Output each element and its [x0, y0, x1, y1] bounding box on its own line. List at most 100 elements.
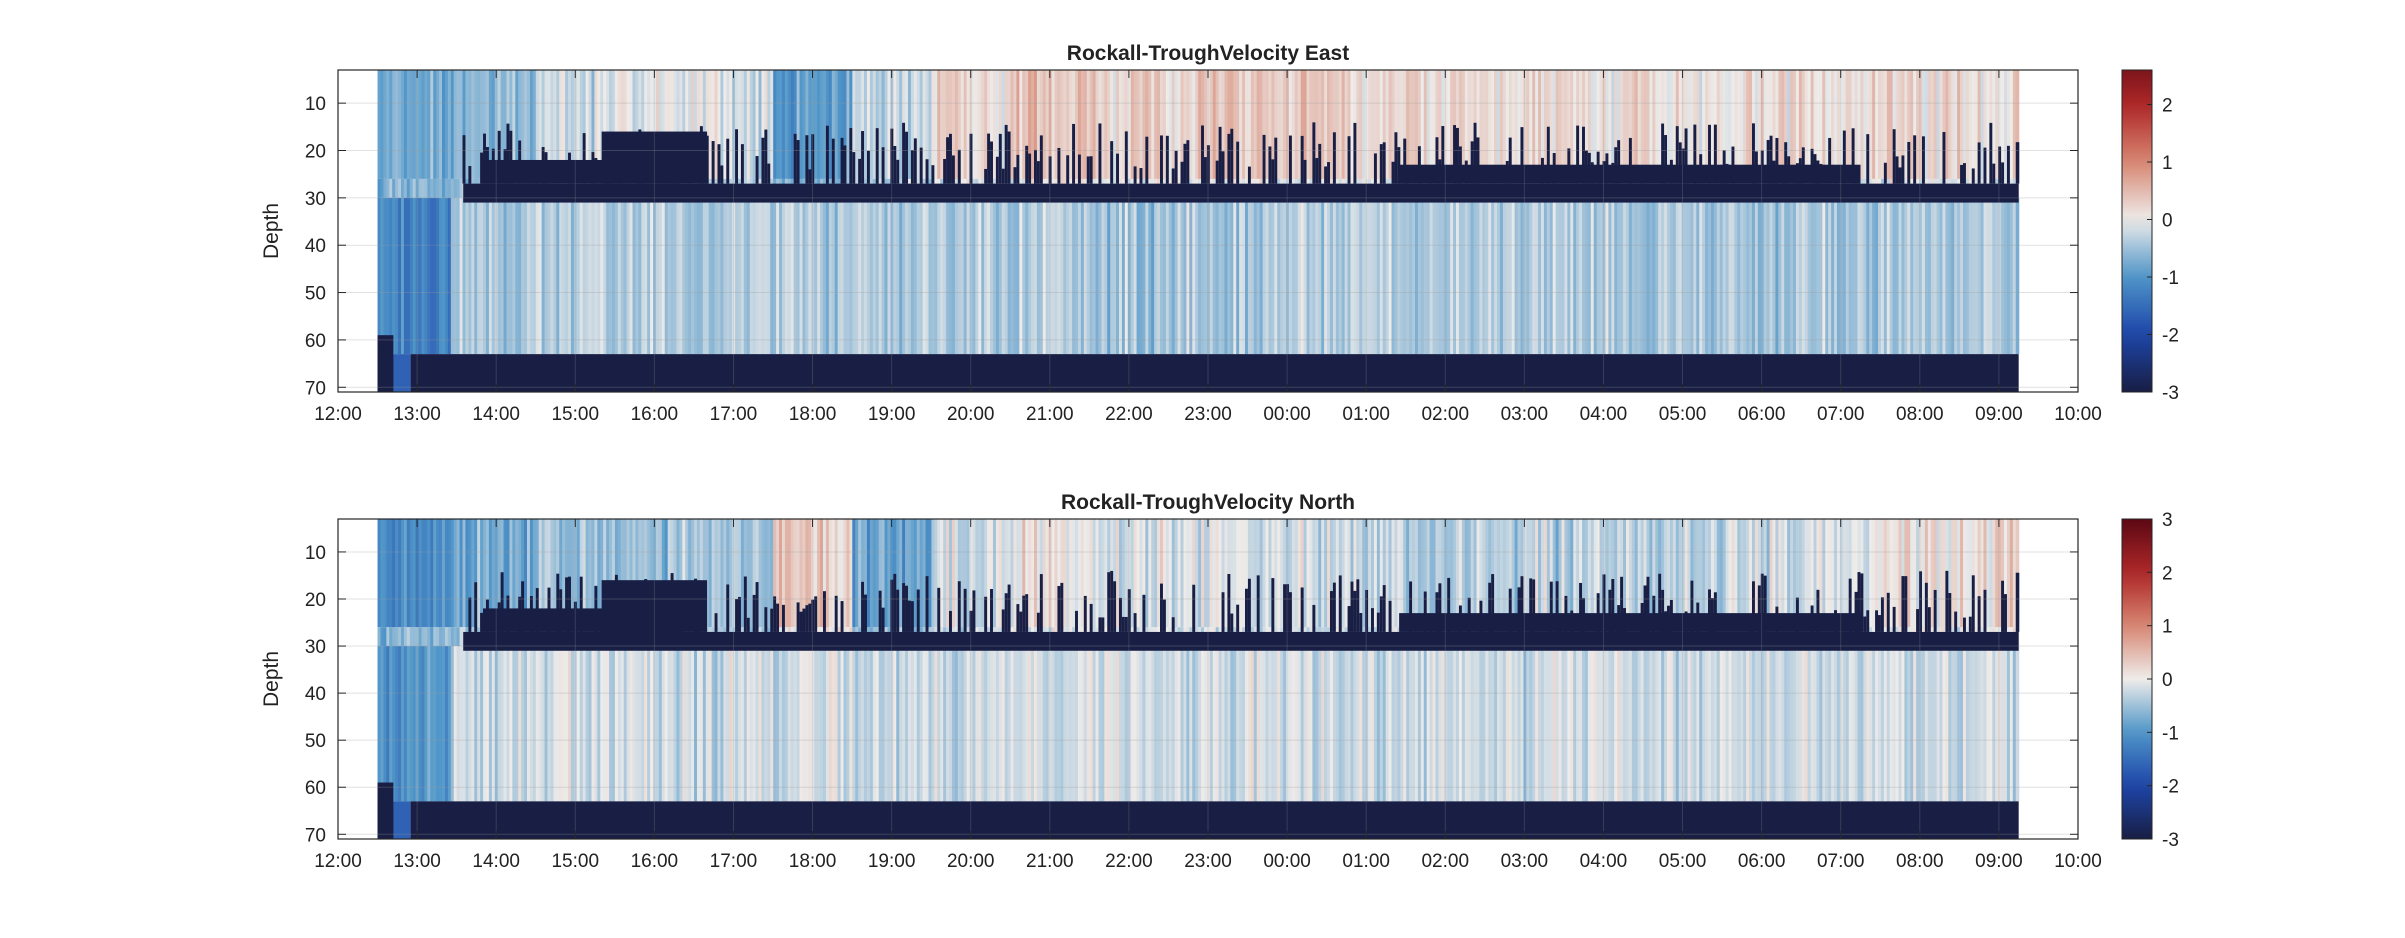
masked-block: [601, 580, 708, 632]
x-tick-label: 07:00: [1817, 404, 1865, 425]
heatmap-cells: [377, 70, 2020, 392]
y-tick-label: 30: [305, 189, 326, 210]
x-tick-label: 08:00: [1896, 404, 1944, 425]
x-tick-label: 14:00: [472, 851, 520, 872]
y-tick-label: 40: [305, 684, 326, 705]
x-tick-label: 02:00: [1421, 851, 1469, 872]
colorbar-tick-label: 1: [2162, 617, 2173, 638]
x-tick-label: 15:00: [551, 851, 599, 872]
colorbar-tick-label: -2: [2162, 777, 2179, 798]
x-tick-label: 06:00: [1738, 851, 1786, 872]
y-tick-label: 10: [305, 94, 326, 115]
x-tick-label: 22:00: [1105, 851, 1153, 872]
masked-bottom-early: [377, 335, 394, 392]
masked-bottom: [410, 801, 2019, 839]
colorbar: -3 -2 -1 0 1 2 3: [2121, 510, 2179, 851]
y-tick-label: 60: [305, 331, 326, 352]
masked-block: [601, 131, 708, 184]
y-tick-label: 10: [305, 543, 326, 564]
chart-title: Rockall-TroughVelocity North: [1061, 491, 1355, 514]
x-tick-label: 17:00: [710, 404, 758, 425]
colorbar-tick-label: -3: [2162, 830, 2179, 851]
masked-band: [463, 631, 2019, 651]
y-tick-label: 20: [305, 590, 326, 611]
x-axis: 12:00 13:00 14:00 15:00 16:00 17:00 18:00 19:00…: [314, 519, 2102, 872]
x-tick-label: 16:00: [631, 404, 679, 425]
x-tick-label: 18:00: [789, 404, 837, 425]
masked-band: [463, 183, 2019, 203]
x-tick-label: 20:00: [947, 851, 995, 872]
chart-title: Rockall-TroughVelocity East: [1067, 42, 1349, 65]
x-tick-label: 09:00: [1975, 851, 2023, 872]
x-tick-label: 04:00: [1580, 404, 1628, 425]
x-tick-label: 03:00: [1501, 851, 1549, 872]
colorbar-tick-label: 1: [2162, 153, 2173, 174]
x-tick-label: 00:00: [1263, 851, 1311, 872]
colorbar-tick-label: 0: [2162, 211, 2173, 232]
x-tick-label: 12:00: [314, 404, 362, 425]
x-tick-label: 19:00: [868, 404, 916, 425]
colorbar-tick-label: 0: [2162, 670, 2173, 691]
x-tick-label: 07:00: [1817, 851, 1865, 872]
x-tick-label: 03:00: [1501, 404, 1549, 425]
x-tick-label: 06:00: [1738, 404, 1786, 425]
x-tick-label: 14:00: [472, 404, 520, 425]
masked-block: [1399, 164, 1861, 184]
colorbar-tick-label: 2: [2162, 563, 2173, 584]
x-tick-label: 23:00: [1184, 851, 1232, 872]
x-axis: 12:00 13:00 14:00 15:00 16:00 17:00 18:00 19:00…: [314, 70, 2102, 425]
y-tick-label: 70: [305, 378, 326, 399]
x-tick-label: 01:00: [1342, 851, 1390, 872]
x-tick-label: 09:00: [1975, 404, 2023, 425]
masked-bottom-early: [377, 782, 394, 839]
y-tick-label: 40: [305, 236, 326, 257]
y-axis: 10 20 30 40 50 60 70: [305, 543, 2078, 846]
y-tick-label: 60: [305, 778, 326, 799]
y-tick-label: 30: [305, 637, 326, 658]
y-tick-label: 70: [305, 825, 326, 846]
masked-bottom: [410, 354, 2019, 392]
grid-lines: [337, 70, 2079, 392]
colorbar-gradient: [2121, 69, 2153, 393]
x-tick-label: 16:00: [631, 851, 679, 872]
x-tick-label: 18:00: [789, 851, 837, 872]
x-tick-label: 23:00: [1184, 404, 1232, 425]
grid-lines: [337, 519, 2079, 839]
x-tick-label: 05:00: [1659, 851, 1707, 872]
y-axis-label: Depth: [260, 651, 283, 707]
x-tick-label: 08:00: [1896, 851, 1944, 872]
y-tick-label: 50: [305, 731, 326, 752]
x-tick-label: 00:00: [1263, 404, 1311, 425]
x-tick-label: 15:00: [551, 404, 599, 425]
x-tick-label: 01:00: [1342, 404, 1390, 425]
y-tick-label: 20: [305, 142, 326, 163]
x-tick-label: 02:00: [1421, 404, 1469, 425]
panel-north: 12:00 13:00 14:00 15:00 16:00 17:00 18:00 19:00…: [260, 491, 2179, 872]
x-tick-label: 22:00: [1105, 404, 1153, 425]
masked-regions: [377, 131, 2019, 392]
x-tick-label: 04:00: [1580, 851, 1628, 872]
x-tick-label: 10:00: [2054, 404, 2102, 425]
colorbar-tick-label: -3: [2162, 383, 2179, 404]
colorbar-tick-label: 3: [2162, 510, 2173, 531]
x-tick-label: 05:00: [1659, 404, 1707, 425]
x-tick-label: 21:00: [1026, 851, 1074, 872]
y-tick-label: 50: [305, 284, 326, 305]
x-tick-label: 10:00: [2054, 851, 2102, 872]
x-tick-label: 12:00: [314, 851, 362, 872]
masked-regions: [377, 580, 2019, 839]
x-tick-label: 13:00: [393, 851, 441, 872]
panel-east: 12:00 13:00 14:00 15:00 16:00 17:00 18:00 19:00…: [260, 42, 2179, 425]
colorbar-tick-label: -2: [2162, 326, 2179, 347]
colorbar: -3 -2 -1 0 1 2: [2121, 69, 2179, 404]
colorbar-tick-label: -1: [2162, 268, 2179, 289]
colorbar-tick-label: -1: [2162, 723, 2179, 744]
y-axis-label: Depth: [260, 203, 283, 259]
masked-block: [1399, 613, 1861, 632]
x-tick-label: 19:00: [868, 851, 916, 872]
x-tick-label: 21:00: [1026, 404, 1074, 425]
y-axis: 10 20 30 40 50 60 70: [305, 94, 2078, 399]
colorbar-tick-label: 2: [2162, 96, 2173, 117]
x-tick-label: 17:00: [710, 851, 758, 872]
